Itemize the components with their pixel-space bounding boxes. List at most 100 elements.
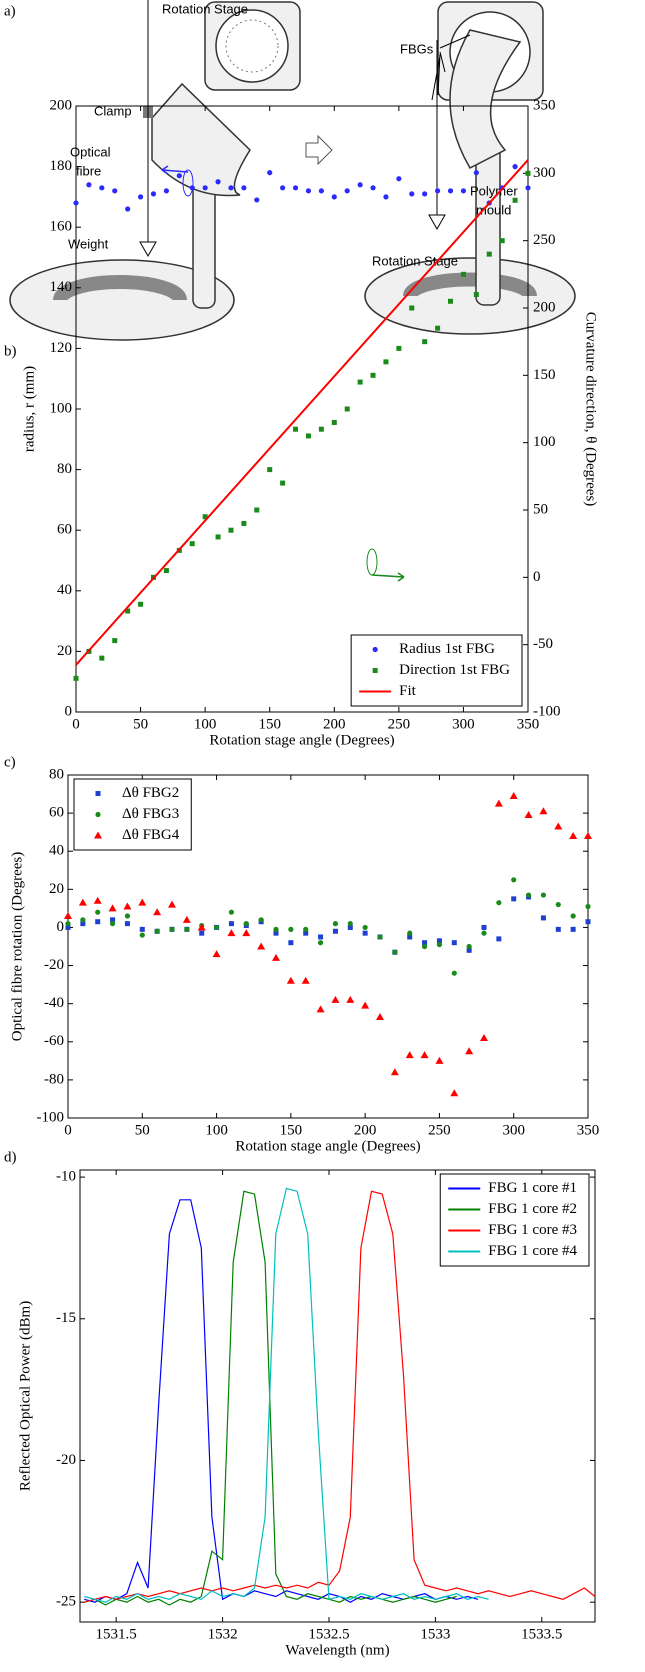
legend-label: FBG 1 core #3 xyxy=(488,1222,577,1238)
x-tick-label: 250 xyxy=(428,1122,451,1138)
y2-tick-label: 50 xyxy=(533,501,548,517)
x-axis-label: Wavelength (nm) xyxy=(285,1642,389,1658)
x-tick-label: 1533 xyxy=(420,1626,450,1642)
point xyxy=(227,929,236,937)
diagram-a: a) Rotation Stage Clamp Optical fibre We… xyxy=(4,0,576,341)
point xyxy=(189,541,195,547)
point xyxy=(525,170,531,176)
point xyxy=(150,191,157,197)
point xyxy=(65,921,71,927)
annotation xyxy=(366,548,378,576)
point xyxy=(109,921,116,927)
point xyxy=(272,953,280,961)
mould xyxy=(151,82,251,197)
y2-tick-label: 100 xyxy=(533,434,556,450)
x-axis-label: Rotation stage angle (Degrees) xyxy=(209,732,394,748)
point xyxy=(347,924,353,930)
legend-swatch xyxy=(95,811,101,818)
point xyxy=(494,799,503,807)
point xyxy=(202,514,208,520)
point xyxy=(422,339,428,345)
point xyxy=(383,194,389,200)
point xyxy=(153,908,162,916)
y2-tick-label: 150 xyxy=(533,367,556,383)
label: Optical xyxy=(70,144,111,159)
point xyxy=(435,188,441,194)
point xyxy=(318,426,324,432)
point xyxy=(280,185,286,191)
pointer xyxy=(431,34,471,101)
point xyxy=(125,608,131,614)
point xyxy=(422,191,428,197)
point xyxy=(112,638,118,644)
y2-tick-label: -50 xyxy=(533,636,553,652)
point xyxy=(168,900,176,908)
panel-label: c) xyxy=(4,754,16,770)
point xyxy=(450,1089,459,1097)
point xyxy=(139,926,145,932)
label: Clamp xyxy=(94,103,132,118)
point xyxy=(383,359,389,365)
annotation-arrow xyxy=(161,165,189,175)
point xyxy=(242,929,251,937)
point xyxy=(422,940,428,946)
point xyxy=(305,188,312,194)
point xyxy=(258,917,264,923)
x-tick-label: 50 xyxy=(135,1122,150,1138)
y-tick-label: 60 xyxy=(49,805,64,821)
x-tick-label: 100 xyxy=(205,1122,228,1138)
point xyxy=(486,251,492,257)
plot-frame xyxy=(75,105,529,713)
point xyxy=(184,926,190,932)
y2-tick-label: 0 xyxy=(533,569,541,585)
y-tick-label: -60 xyxy=(44,1033,64,1049)
series-line xyxy=(84,1187,489,1603)
point xyxy=(405,1051,414,1059)
x-tick-label: 150 xyxy=(280,1122,303,1138)
point xyxy=(80,921,86,927)
legend-label: Δθ FBG2 xyxy=(122,785,179,801)
point xyxy=(481,924,487,930)
point xyxy=(357,379,363,385)
point xyxy=(254,197,260,203)
point xyxy=(197,923,206,931)
point xyxy=(465,1047,474,1055)
point xyxy=(512,197,518,203)
point xyxy=(409,305,415,311)
point xyxy=(202,185,208,191)
y-tick-label: 140 xyxy=(50,279,73,295)
panel-label: b) xyxy=(4,343,17,359)
point xyxy=(570,913,576,919)
y-tick-label: 0 xyxy=(65,703,73,719)
point xyxy=(228,527,234,533)
point xyxy=(555,901,561,908)
y-tick-label: 60 xyxy=(57,522,72,538)
point xyxy=(139,932,145,938)
point xyxy=(301,976,310,984)
y2-tick-label: -100 xyxy=(533,703,561,719)
point xyxy=(332,921,339,927)
point xyxy=(584,831,592,839)
point xyxy=(215,534,221,540)
point xyxy=(480,1033,488,1041)
annotation-arrow xyxy=(371,572,405,582)
y-tick-label: -40 xyxy=(44,995,64,1011)
point xyxy=(78,898,87,906)
point xyxy=(481,930,487,936)
point xyxy=(112,188,118,194)
point xyxy=(466,947,472,953)
point xyxy=(509,791,518,799)
label: FBGs xyxy=(400,41,434,56)
point xyxy=(73,675,79,681)
point xyxy=(228,909,235,915)
point xyxy=(288,940,294,946)
point xyxy=(585,919,591,925)
legend-swatch xyxy=(94,831,102,839)
point xyxy=(241,185,247,191)
point xyxy=(99,655,105,661)
transition-arrow xyxy=(305,134,333,166)
point xyxy=(288,926,294,932)
point xyxy=(99,185,105,191)
y-tick-label: 80 xyxy=(49,766,64,782)
point xyxy=(447,188,454,194)
